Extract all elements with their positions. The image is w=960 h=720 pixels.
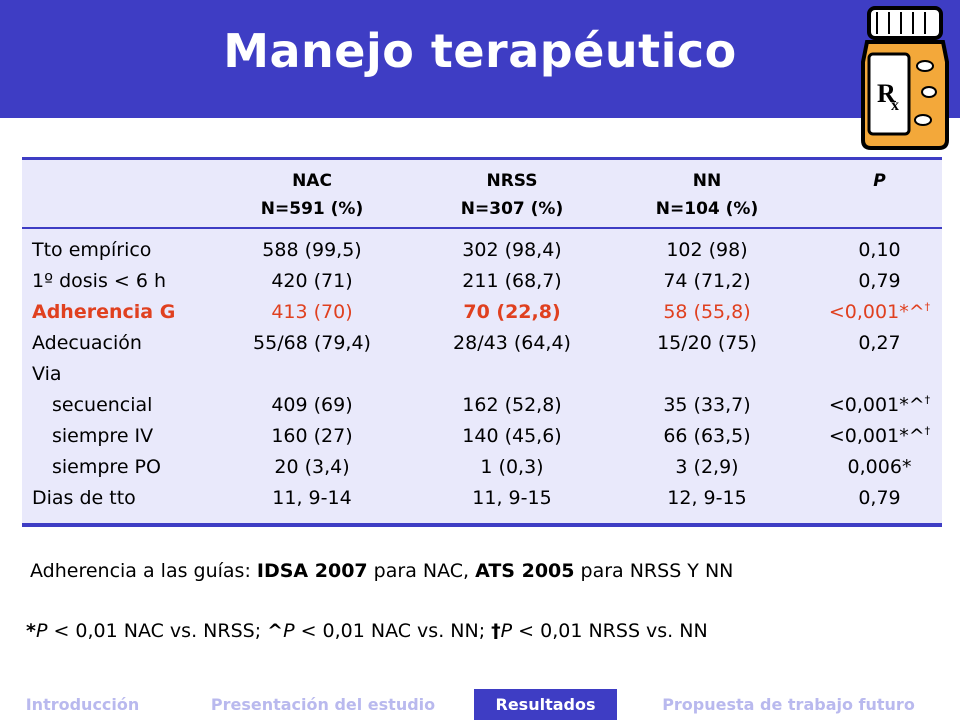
foot-p-2: P: [283, 620, 295, 642]
cell-p: 0,006*: [847, 456, 912, 478]
cell-nn: 3 (2,9): [675, 456, 739, 478]
foot-text-3: < 0,01 NRSS vs. NN: [512, 620, 708, 642]
cell-nrss: 1 (0,3): [480, 456, 544, 478]
table-top-rule: [22, 157, 942, 160]
nav-item-presentacion[interactable]: Presentación del estudio: [210, 695, 436, 714]
table-row-highlighted: Adherencia G 413 (70) 70 (22,8) 58 (55,8…: [22, 297, 942, 328]
header-nrss: NRSS N=307 (%): [432, 167, 592, 223]
cell-p: 0,27: [858, 332, 901, 354]
header-nac: NAC N=591 (%): [232, 167, 392, 223]
foot-p-1: P: [35, 620, 48, 642]
note-guideline-1: IDSA 2007: [256, 560, 368, 582]
foot-mark-1: *: [26, 620, 36, 642]
cell-nrss: 70 (22,8): [463, 301, 561, 323]
cell-nac: 409 (69): [271, 394, 353, 416]
cell-p: <0,001*^: [828, 301, 925, 323]
cell-nrss: 162 (52,8): [462, 394, 562, 416]
cell-nrss: 28/43 (64,4): [453, 332, 571, 354]
cell-nn: 35 (33,7): [663, 394, 751, 416]
header-nn-line1: NN: [692, 171, 722, 191]
header-nn: NN N=104 (%): [627, 167, 787, 223]
cell-p: 0,10: [858, 239, 901, 261]
cell-p-group: <0,001*^†: [822, 297, 937, 328]
cell-nn: 15/20 (75): [657, 332, 757, 354]
table-row: Via: [22, 359, 942, 390]
foot-mark-2: ^: [267, 620, 284, 642]
cell-nac: 420 (71): [271, 270, 353, 292]
cell-p: 0,79: [858, 270, 901, 292]
table-row: secuencial 409 (69) 162 (52,8) 35 (33,7)…: [22, 390, 942, 421]
header-nn-line2: N=104 (%): [655, 199, 759, 219]
table-row: Dias de tto 11, 9-14 11, 9-15 12, 9-15 0…: [22, 483, 942, 514]
cell-nrss: 302 (98,4): [462, 239, 562, 261]
header-nac-line2: N=591 (%): [260, 199, 364, 219]
cell-nn: 66 (63,5): [663, 425, 751, 447]
svg-text:R: R: [877, 79, 896, 108]
table-row: Tto empírico 588 (99,5) 302 (98,4) 102 (…: [22, 235, 942, 266]
nav-item-resultados[interactable]: Resultados: [474, 689, 617, 720]
table-row: Adecuación 55/68 (79,4) 28/43 (64,4) 15/…: [22, 328, 942, 359]
cell-nac: 20 (3,4): [274, 456, 350, 478]
cell-nac: 588 (99,5): [262, 239, 362, 261]
table-header-rule: [22, 227, 942, 229]
note-mid: para NAC,: [367, 560, 476, 582]
note-guideline-2: ATS 2005: [475, 560, 575, 582]
cell-nn: 12, 9-15: [667, 487, 747, 509]
cell-p-mark: †: [924, 393, 931, 407]
note-suffix: para NRSS Y NN: [574, 560, 734, 582]
foot-p-3: P: [500, 620, 513, 642]
row-label: Via: [32, 363, 62, 385]
cell-p-mark: †: [924, 424, 931, 438]
row-label: siempre IV: [52, 425, 154, 447]
svg-text:x: x: [891, 97, 899, 114]
row-label: secuencial: [52, 394, 153, 416]
section-nav: Introducción Presentación del estudio Re…: [0, 689, 960, 720]
rx-pill-bottle-icon: R x: [861, 6, 949, 150]
cell-nac: 413 (70): [271, 301, 353, 323]
cell-p: 0,79: [858, 487, 901, 509]
foot-mark-3: †: [491, 620, 501, 642]
nav-item-propuesta[interactable]: Propuesta de trabajo futuro: [662, 695, 915, 714]
results-table: NAC N=591 (%) NRSS N=307 (%) NN N=104 (%…: [22, 157, 942, 527]
cell-p: <0,001*^: [828, 394, 925, 416]
cell-nn: 102 (98): [666, 239, 748, 261]
table-row: siempre IV 160 (27) 140 (45,6) 66 (63,5)…: [22, 421, 942, 452]
row-label: siempre PO: [52, 456, 161, 478]
cell-nn: 74 (71,2): [663, 270, 751, 292]
cell-nn: 58 (55,8): [663, 301, 751, 323]
title-bar: [0, 0, 960, 118]
cell-p-group: <0,001*^†: [822, 390, 937, 421]
header-p: P: [822, 167, 937, 195]
foot-text-2: < 0,01 NAC vs. NN;: [294, 620, 492, 642]
cell-nac: 55/68 (79,4): [253, 332, 371, 354]
cell-nac: 160 (27): [271, 425, 353, 447]
foot-text-1: < 0,01 NAC vs. NRSS;: [47, 620, 268, 642]
cell-p-group: <0,001*^†: [822, 421, 937, 452]
header-nrss-line1: NRSS: [486, 171, 538, 191]
cell-p-mark: †: [924, 300, 931, 314]
table-bottom-rule: [22, 523, 942, 527]
nav-item-introduccion[interactable]: Introducción: [25, 695, 140, 714]
header-nac-line1: NAC: [292, 171, 332, 191]
row-label: 1º dosis < 6 h: [32, 270, 167, 292]
cell-p: <0,001*^: [828, 425, 925, 447]
row-label: Tto empírico: [32, 239, 152, 261]
slide-title: Manejo terapéutico: [223, 24, 737, 78]
cell-nrss: 211 (68,7): [462, 270, 562, 292]
table-row: siempre PO 20 (3,4) 1 (0,3) 3 (2,9) 0,00…: [22, 452, 942, 483]
row-label: Adecuación: [32, 332, 142, 354]
table-row: 1º dosis < 6 h 420 (71) 211 (68,7) 74 (7…: [22, 266, 942, 297]
cell-nrss: 140 (45,6): [462, 425, 562, 447]
header-p-line1: P: [873, 171, 886, 191]
cell-nrss: 11, 9-15: [472, 487, 552, 509]
significance-footnote: *P < 0,01 NAC vs. NRSS; ^P < 0,01 NAC vs…: [26, 620, 708, 642]
row-label: Adherencia G: [32, 301, 176, 323]
row-label: Dias de tto: [32, 487, 136, 509]
cell-nac: 11, 9-14: [272, 487, 352, 509]
guidelines-note: Adherencia a las guías: IDSA 2007 para N…: [30, 560, 733, 582]
note-prefix: Adherencia a las guías:: [30, 560, 257, 582]
header-nrss-line2: N=307 (%): [460, 199, 564, 219]
